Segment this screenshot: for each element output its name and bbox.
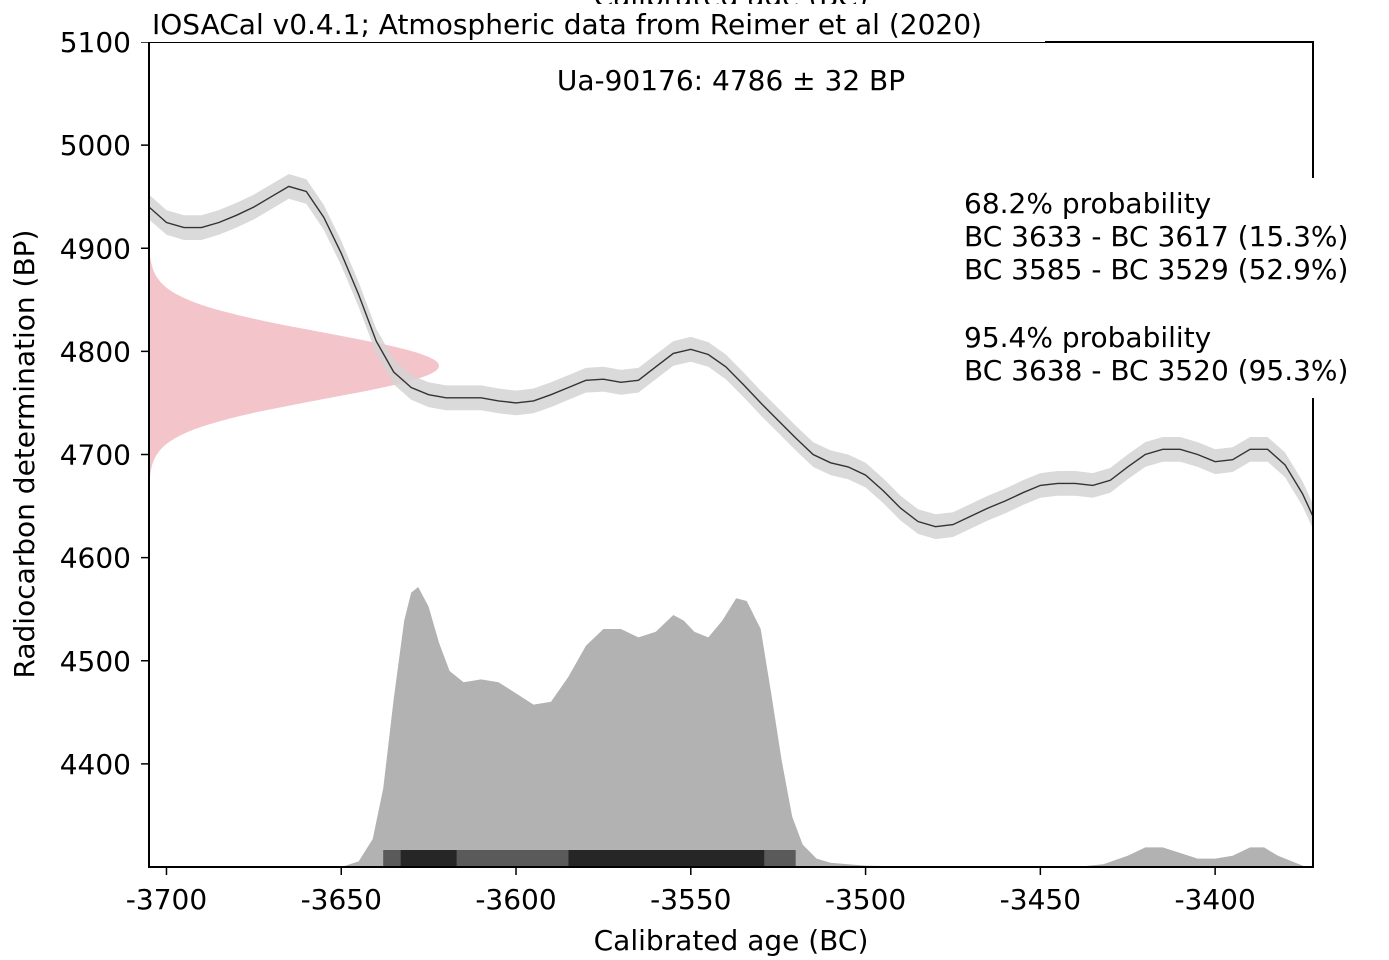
chart-title: IOSACal v0.4.1; Atmospheric data from Re… xyxy=(152,8,982,41)
x-tick-label: -3650 xyxy=(301,883,382,916)
annotation-background xyxy=(958,178,1378,398)
x-tick-label: -3500 xyxy=(825,883,906,916)
p95-range-1: BC 3638 - BC 3520 (95.3%) xyxy=(964,354,1348,387)
y-tick-label: 5000 xyxy=(60,129,131,162)
range-68-bar-1 xyxy=(568,850,765,867)
calibrated-probability-area xyxy=(341,587,1307,867)
y-tick-label: 4500 xyxy=(60,645,131,678)
x-tick-label: -3400 xyxy=(1174,883,1255,916)
chart-subtitle: Ua-90176: 4786 ± 32 BP xyxy=(557,64,905,97)
axis-ticks: -3700 -3650 -3600 -3550 -3500 -3450 -3400 4400 4… xyxy=(60,26,1256,916)
y-axis-label: Radiocarbon determination (BP) xyxy=(8,230,41,679)
x-axis-label: Calibrated age (BC) xyxy=(594,924,869,957)
p95-header: 95.4% probability xyxy=(964,321,1211,354)
y-tick-label: 4700 xyxy=(60,439,131,472)
x-tick-label: -3550 xyxy=(650,883,731,916)
calibration-curve-band xyxy=(149,174,1313,540)
x-tick-label: -3450 xyxy=(1000,883,1081,916)
y-tick-label: 4900 xyxy=(60,232,131,265)
x-tick-label: -3600 xyxy=(475,883,556,916)
y-tick-label: 4600 xyxy=(60,542,131,575)
p68-range-2: BC 3585 - BC 3529 (52.9%) xyxy=(964,253,1348,286)
p68-range-1: BC 3633 - BC 3617 (15.3%) xyxy=(964,220,1348,253)
y-tick-label: 4800 xyxy=(60,335,131,368)
y-tick-label: 4400 xyxy=(60,748,131,781)
p68-header: 68.2% probability xyxy=(964,187,1211,220)
range-68-bar-0 xyxy=(400,850,457,867)
x-tick-label: -3700 xyxy=(126,883,207,916)
calibration-curve-line xyxy=(149,185,1313,528)
plot-area xyxy=(149,174,1313,867)
radiocarbon-probability-area xyxy=(149,256,439,475)
title-background xyxy=(140,4,1045,42)
y-tick-label: 5100 xyxy=(60,26,131,59)
